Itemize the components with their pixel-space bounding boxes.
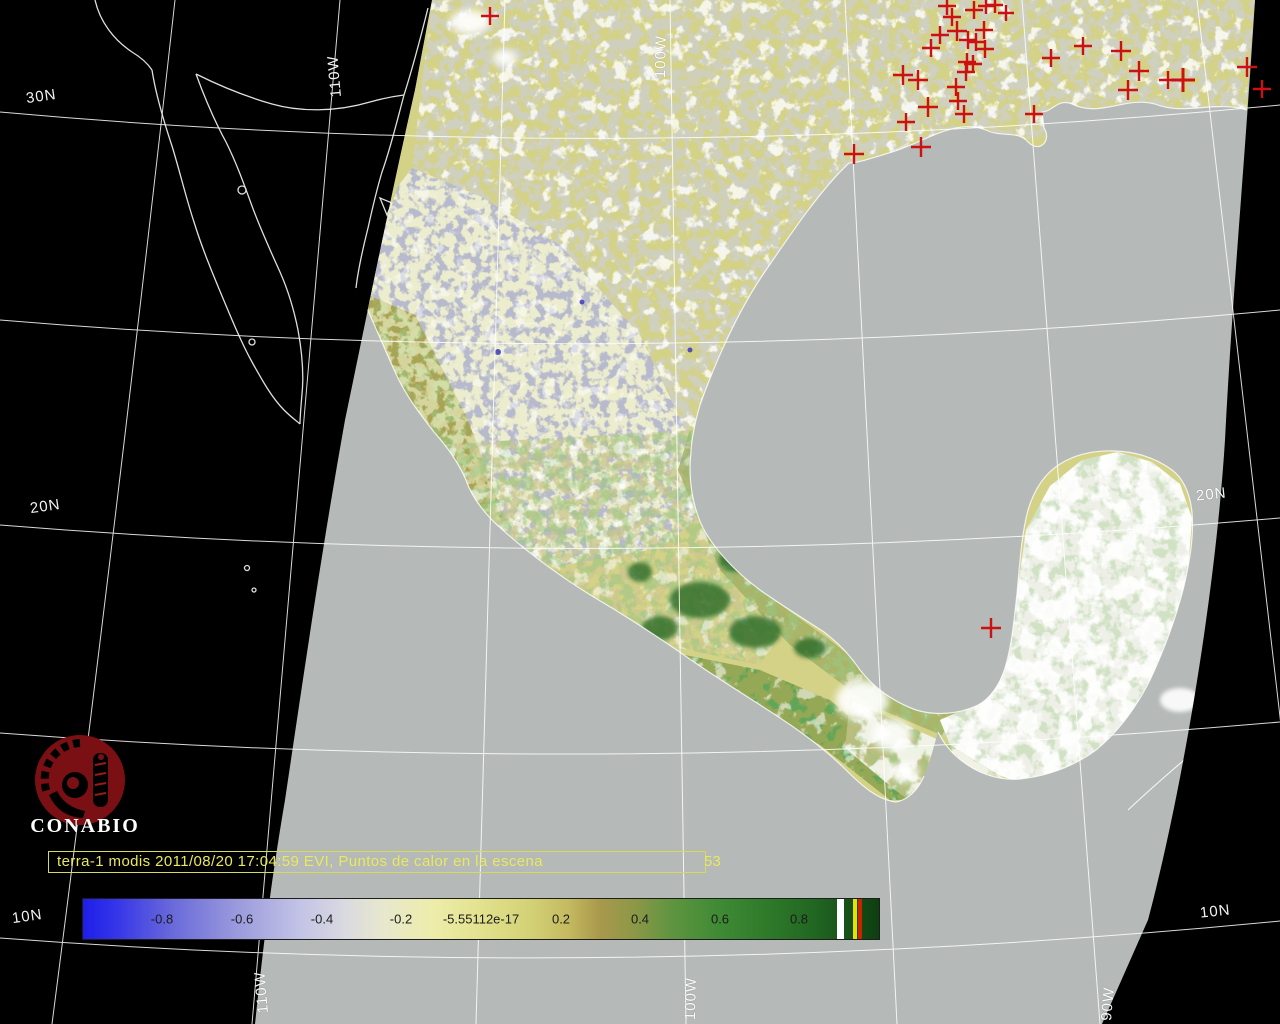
fire-hotspot-cross [959,31,977,49]
colorbar-marker-stripe [837,899,844,939]
fire-hotspot-cross [975,21,993,39]
colorbar-tick: -0.6 [230,911,254,927]
colorbar-tick: 0.6 [710,911,730,927]
fire-hotspot-cross [965,1,983,19]
fire-hotspot-cross [1253,80,1271,98]
fire-hotspot-cross [987,0,1003,13]
lon-label-110w-bottom: 110W [251,970,272,1014]
fire-hotspot-cross [1074,37,1092,55]
fire-hotspot-cross [947,78,965,96]
colorbar-marker-stripe [853,899,857,939]
lon-label-100w-top: 100W [652,34,670,79]
hotspot-count-label: 53 [704,853,721,870]
fire-hotspot-cross [893,65,913,85]
conabio-logo-caption: CONABIO [30,815,140,837]
fire-hotspot-cross [897,113,915,131]
fire-hotspot-cross [943,8,961,26]
coastline-mainland [359,101,1248,803]
colorbar-tick: -0.4 [310,911,334,927]
fire-hotspot-cross [481,7,499,25]
colorbar-tick: -5.55112e-17 [442,911,520,927]
fire-hotspot-cross [1171,68,1195,92]
fire-hotspot-cross [918,97,938,117]
fire-hotspot-cross [1111,41,1131,61]
fire-hotspot-cross [976,40,994,58]
lat-label-10n-right: 10N [1199,901,1232,922]
conabio-logo [35,735,125,825]
fire-hotspot-cross [911,137,931,157]
fire-hotspot-cross [998,5,1014,21]
lon-label-90w-bottom: 90W [1098,986,1118,1022]
coastline-baja [94,0,429,593]
colorbar-tick: 0.8 [789,911,809,927]
colorbar-marker-stripe [858,899,862,939]
evi-colorbar-legend: -0.8 -0.6 -0.4 -0.2 -5.55112e-17 0.2 0.4 0.6 0.8 [82,898,880,940]
fire-hotspot-cross [1237,57,1257,77]
fire-hotspot-cross [947,21,967,41]
colorbar-tick: 0.4 [630,911,650,927]
colorbar-tick: 0.2 [551,911,571,927]
fire-hotspot-cross [957,63,975,81]
lat-label-20n-right: 20N [1195,484,1228,505]
fire-hotspot-cross [955,105,973,123]
fire-hotspot-cross [1042,49,1060,67]
lon-label-100w-bottom: 100W [682,976,700,1021]
cloud-patches [450,10,919,782]
fire-hotspot-cross [1025,105,1043,123]
lon-label-110w-top: 110W [324,54,345,98]
fire-hotspot-cross [922,39,940,57]
fire-hotspot-cross [1118,80,1138,100]
fire-hotspot-cross [844,144,864,164]
fire-hotspot-cross [938,0,956,15]
fire-hotspot-cross [981,618,1001,638]
fire-hotspot-cross [931,26,949,44]
scene-annotation-box: terra-1 modis 2011/08/20 17:04:59 EVI, P… [48,851,706,873]
fire-hotspot-layer [481,0,1271,638]
fire-hotspot-cross [1129,61,1149,81]
colorbar-tick: -0.2 [389,911,413,927]
fire-hotspot-cross [949,92,967,110]
fire-hotspot-cross [908,70,928,90]
colorbar-tick: -0.8 [150,911,174,927]
